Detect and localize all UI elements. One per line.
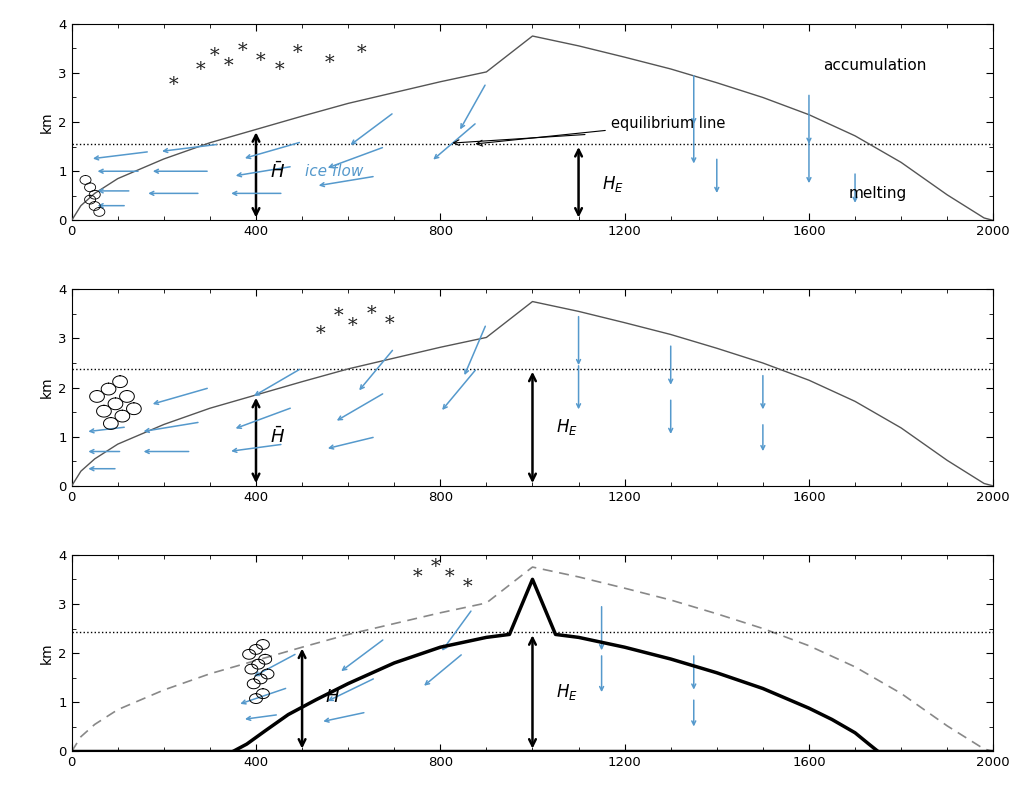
Text: *: *	[256, 51, 265, 70]
Text: *: *	[168, 76, 178, 94]
Text: *: *	[315, 324, 326, 343]
Text: *: *	[196, 62, 206, 79]
Text: *: *	[431, 558, 440, 576]
Text: *: *	[293, 44, 302, 62]
Text: *: *	[444, 568, 455, 586]
Text: *: *	[357, 44, 367, 62]
Text: $H$: $H$	[326, 688, 340, 706]
Y-axis label: km: km	[40, 377, 54, 399]
Text: *: *	[210, 47, 219, 65]
Text: $\bar{H}$: $\bar{H}$	[270, 426, 285, 447]
Text: *: *	[463, 577, 473, 596]
Text: $H_E$: $H_E$	[555, 683, 578, 702]
Text: *: *	[348, 317, 357, 335]
Y-axis label: km: km	[40, 642, 54, 664]
Text: *: *	[325, 54, 335, 72]
Y-axis label: km: km	[40, 112, 54, 133]
Text: melting: melting	[849, 186, 907, 201]
Text: *: *	[238, 42, 247, 60]
Text: *: *	[413, 568, 422, 586]
Text: $H_E$: $H_E$	[555, 417, 578, 437]
Text: ice flow: ice flow	[305, 164, 364, 179]
Text: *: *	[367, 305, 376, 323]
Text: *: *	[274, 62, 284, 79]
Text: *: *	[223, 56, 233, 74]
Text: $H_E$: $H_E$	[601, 173, 624, 194]
Text: *: *	[385, 315, 394, 333]
Text: accumulation: accumulation	[822, 58, 926, 73]
Text: $\bar{H}$: $\bar{H}$	[270, 161, 285, 182]
Text: equilibrium line: equilibrium line	[476, 116, 725, 146]
Text: *: *	[334, 307, 344, 325]
